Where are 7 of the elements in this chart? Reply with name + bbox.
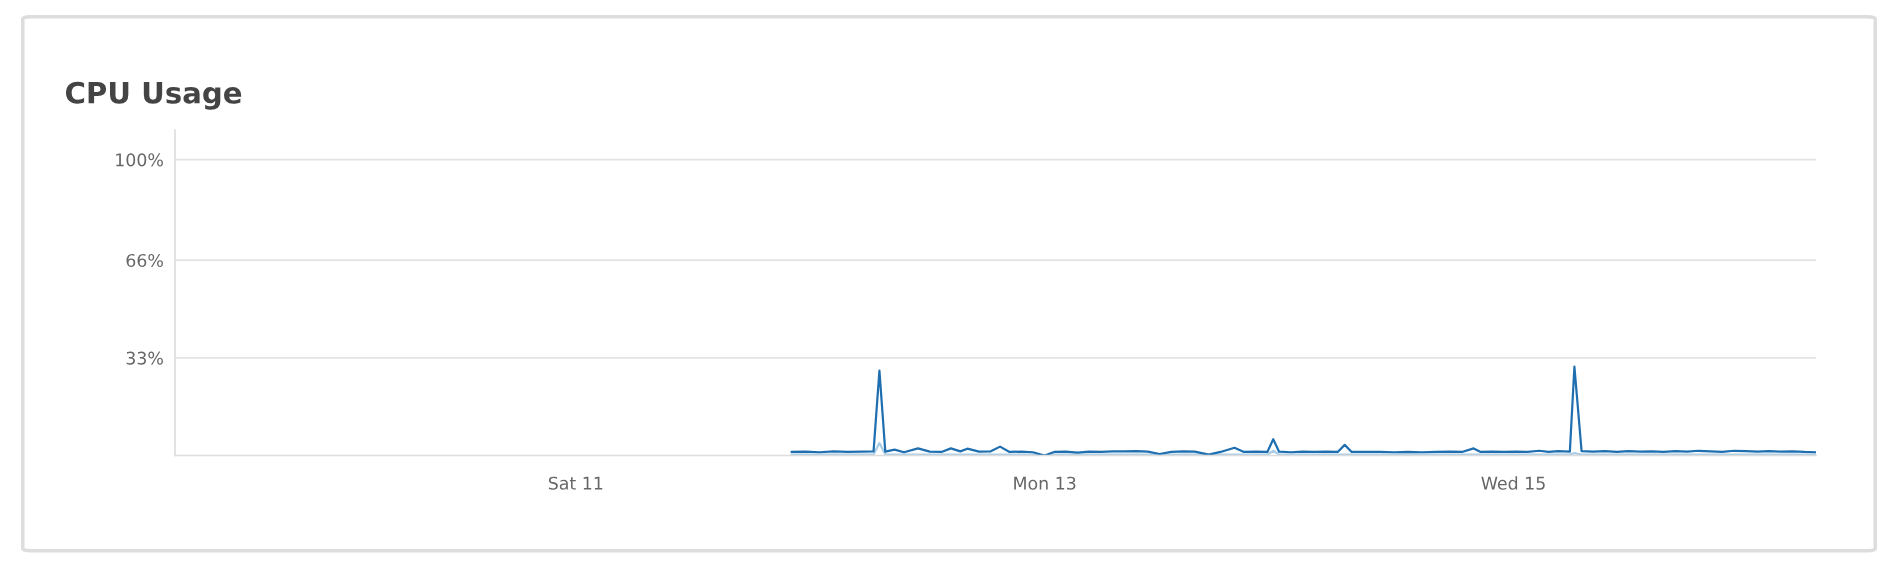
chart-title: CPU Usage: [65, 81, 242, 110]
x-tick-label: Sat 11: [548, 476, 603, 490]
y-tick-label: 66%: [126, 253, 163, 268]
x-tick-label: Mon 13: [1014, 476, 1076, 490]
y-tick-label: 33%: [126, 351, 163, 365]
y-tick-label: 100%: [116, 153, 163, 167]
x-tick-label: Wed 15: [1481, 476, 1545, 490]
